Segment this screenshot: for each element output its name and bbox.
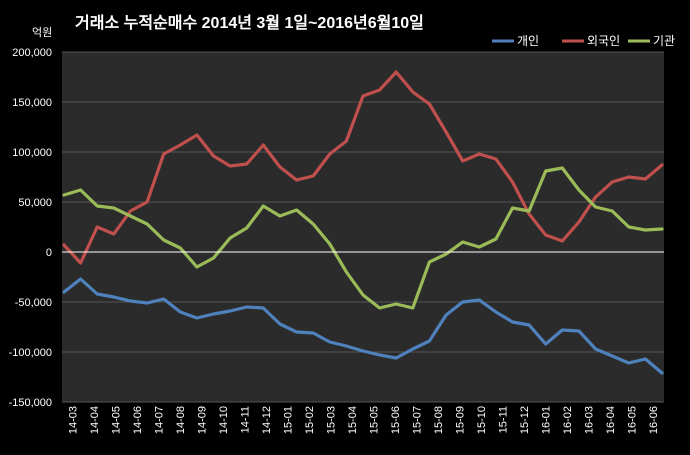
x-tick-label: 15-02 bbox=[304, 406, 316, 434]
y-unit-label: 억원 bbox=[32, 26, 52, 39]
plot-area bbox=[62, 52, 664, 402]
x-tick-label: 14-10 bbox=[218, 406, 230, 434]
x-tick-label: 14-08 bbox=[175, 406, 187, 434]
x-tick-label: 16-01 bbox=[541, 406, 553, 434]
y-tick-label: -150,000 bbox=[9, 397, 52, 409]
y-tick-label: 150,000 bbox=[12, 97, 52, 109]
x-tick-label: 16-02 bbox=[562, 406, 574, 434]
y-tick-label: -50,000 bbox=[15, 297, 52, 309]
x-tick-label: 15-04 bbox=[347, 406, 359, 434]
series-line-기관 bbox=[62, 166, 664, 310]
x-tick-label: 15-01 bbox=[283, 406, 295, 434]
legend-label: 개인 bbox=[517, 34, 539, 48]
x-tick-label: 15-03 bbox=[326, 406, 338, 434]
x-tick-label: 15-09 bbox=[455, 406, 467, 434]
y-tick-label: 50,000 bbox=[18, 197, 52, 209]
series-lines bbox=[62, 70, 664, 375]
x-tick-label: 15-11 bbox=[498, 406, 510, 433]
x-tick-label: 15-08 bbox=[433, 406, 445, 434]
x-tick-label: 14-05 bbox=[111, 406, 123, 434]
x-tick-label: 15-06 bbox=[390, 406, 402, 434]
x-tick-label: 14-11 bbox=[240, 406, 252, 433]
x-axis: 14-03 14-04 14-05 14-06 14-07 14-08 14-09 14-10… bbox=[68, 406, 660, 434]
y-tick-label: 200,000 bbox=[12, 47, 52, 59]
y-tick-label: 0 bbox=[46, 247, 52, 259]
x-tick-label: 14-03 bbox=[68, 406, 80, 434]
x-tick-label: 16-05 bbox=[627, 406, 639, 434]
series-line-개인 bbox=[62, 277, 664, 375]
x-tick-label: 15-10 bbox=[476, 406, 488, 434]
x-tick-label: 14-06 bbox=[132, 406, 144, 434]
x-tick-label: 14-12 bbox=[261, 406, 273, 434]
x-tick-label: 15-05 bbox=[369, 406, 381, 434]
chart-title: 거래소 누적순매수 2014년 3월 1일~2016년6월10일 bbox=[75, 13, 424, 32]
y-tick-label: 100,000 bbox=[12, 147, 52, 159]
x-tick-label: 14-07 bbox=[154, 406, 166, 434]
legend-label: 기관 bbox=[653, 34, 675, 48]
y-tick-label: -100,000 bbox=[9, 347, 52, 359]
x-tick-label: 14-09 bbox=[197, 406, 209, 434]
x-tick-label: 14-04 bbox=[89, 406, 101, 434]
x-tick-label: 15-07 bbox=[412, 406, 424, 434]
legend: 개인 외국인 기관 bbox=[492, 34, 675, 48]
x-tick-label: 16-06 bbox=[648, 406, 660, 434]
series-line-외국인 bbox=[62, 70, 664, 265]
legend-label: 외국인 bbox=[587, 34, 620, 48]
y-axis: 200,000 150,000 100,000 50,000 0 -50,000 -100,… bbox=[9, 47, 52, 409]
x-tick-label: 16-03 bbox=[584, 406, 596, 434]
x-tick-label: 16-04 bbox=[605, 406, 617, 434]
x-tick-label: 15-12 bbox=[519, 406, 531, 434]
